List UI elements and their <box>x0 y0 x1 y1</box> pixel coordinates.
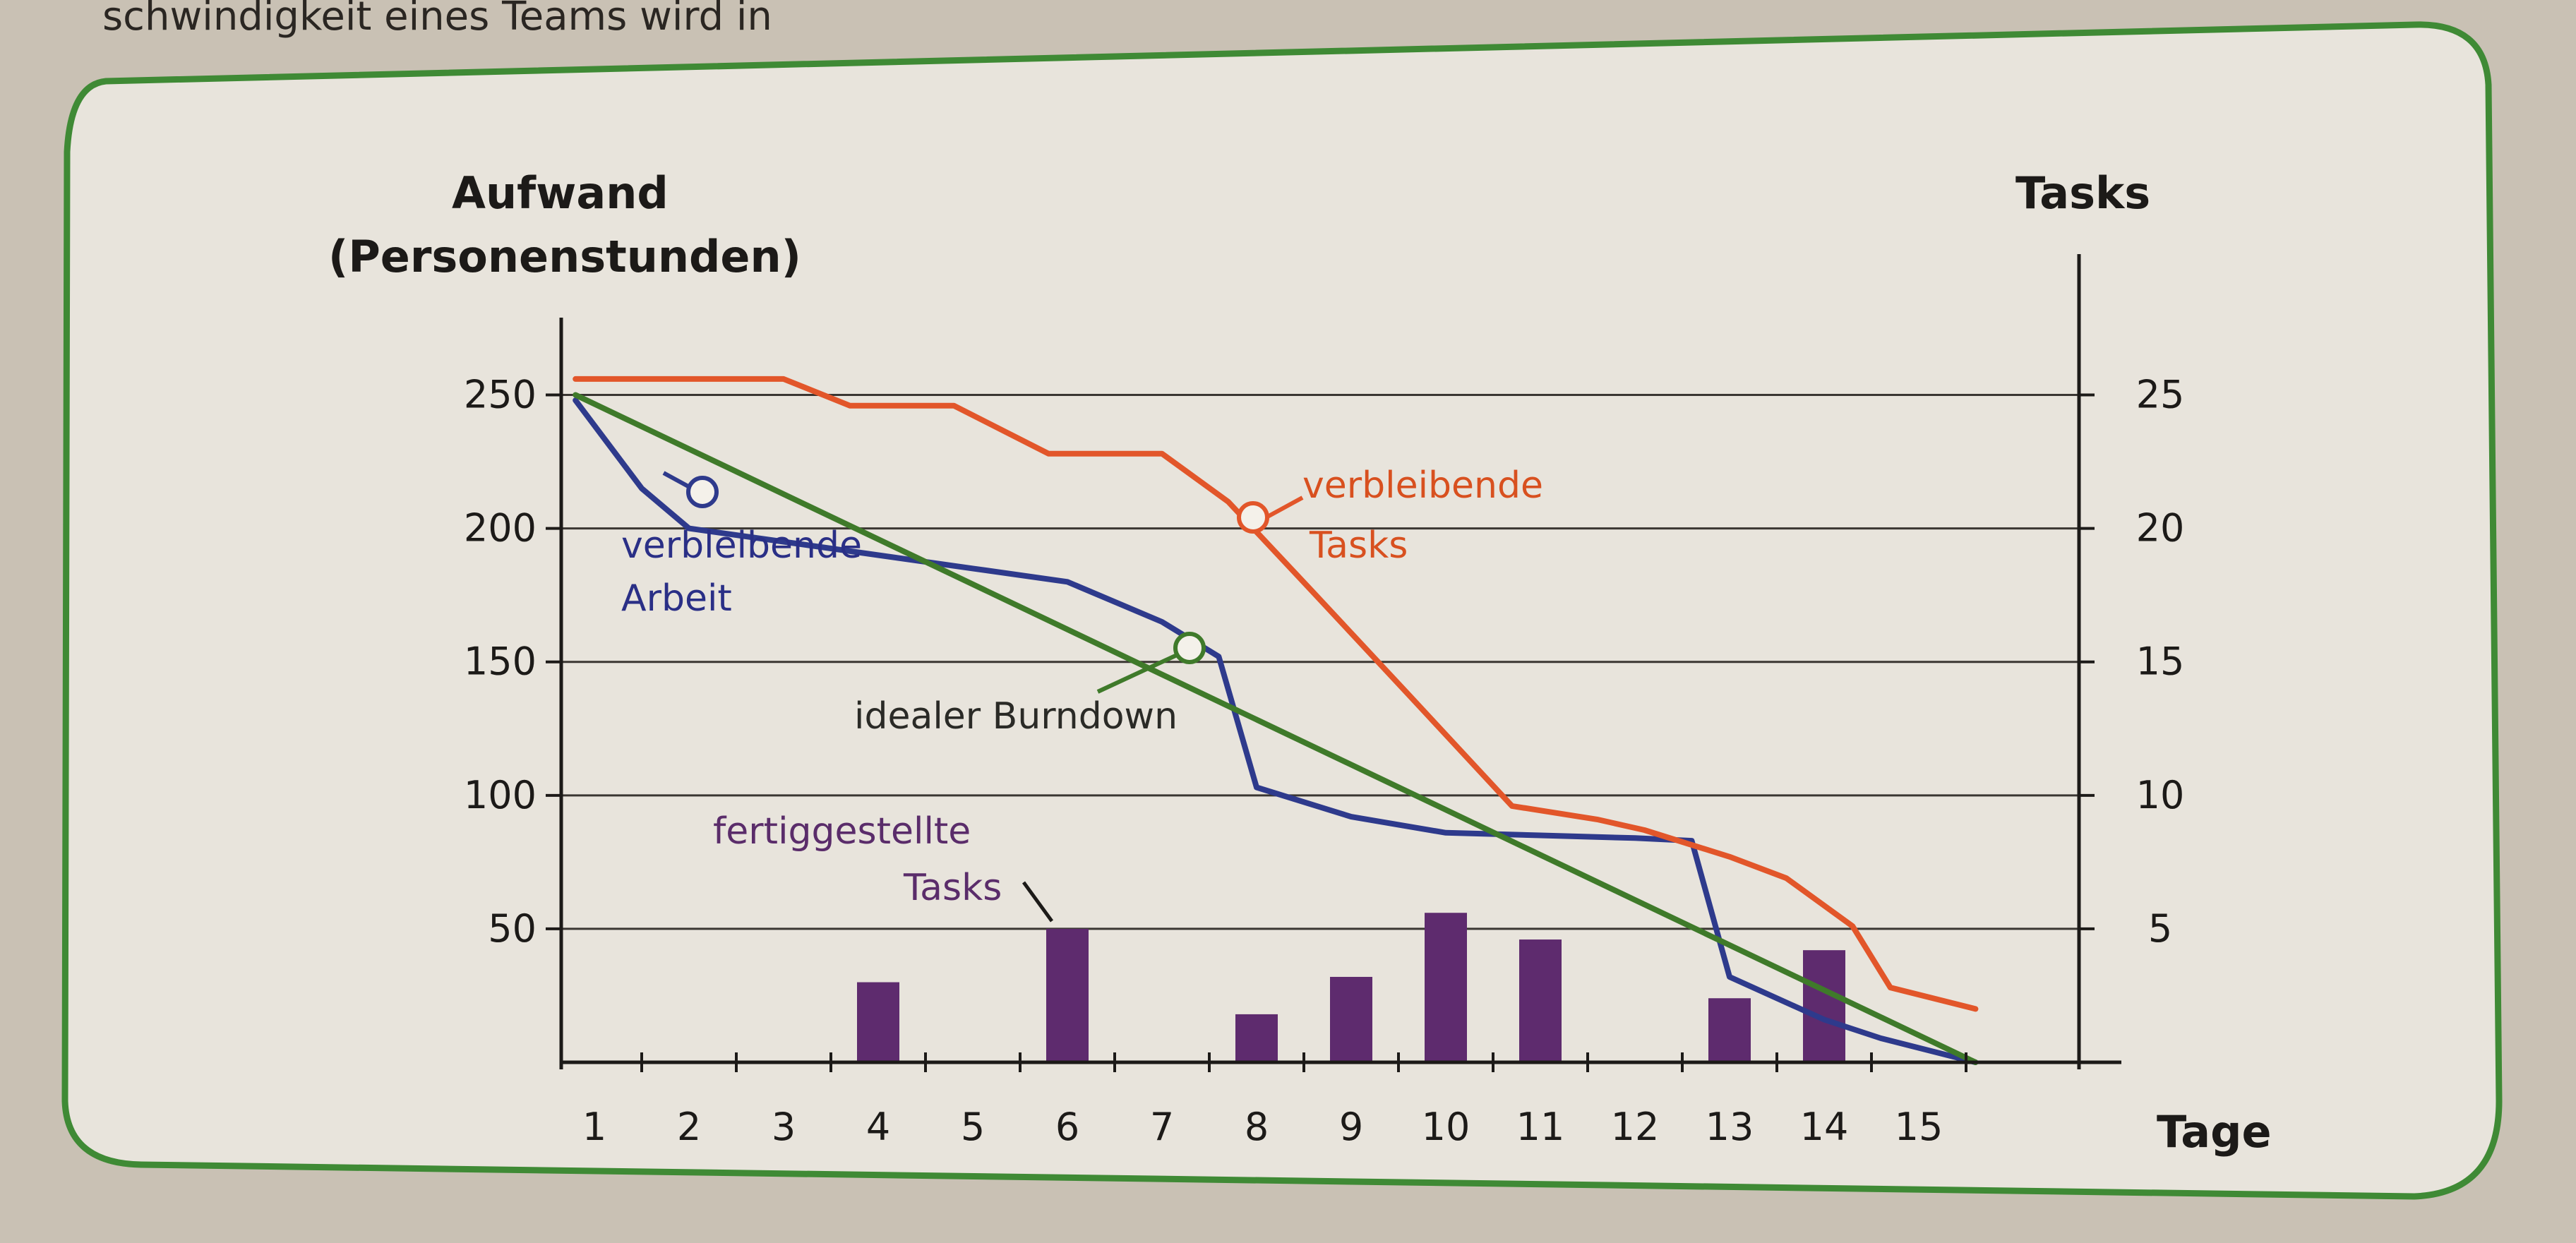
x-tick-label-1: 1 <box>582 1105 606 1149</box>
bars-label-leader <box>1022 881 1054 923</box>
y-left-tick-label-150: 150 <box>464 639 537 684</box>
tasks-label-leader <box>1262 496 1304 521</box>
x-tick-label-13: 13 <box>1706 1105 1754 1149</box>
bar-day-8 <box>1235 1014 1278 1062</box>
series-line-verbleibende-tasks <box>573 376 1979 1012</box>
ideal-label-marker <box>1173 632 1206 664</box>
x-tick-label-8: 8 <box>1245 1105 1269 1149</box>
y-left-label-line2: (Personenstunden) <box>328 231 801 282</box>
bars-layer <box>857 913 1845 1062</box>
x-tick-label-7: 7 <box>1150 1105 1174 1149</box>
bar-day-10 <box>1425 913 1467 1062</box>
annotations: verbleibende Arbeit verbleibende Tasks i… <box>621 464 1543 923</box>
bars-label-line2: Tasks <box>903 867 1002 909</box>
tick-labels: 1 2 3 4 5 6 7 8 9 10 11 12 13 14 152502001501005025201… <box>464 373 2184 1149</box>
series-line-idealer-burndown <box>573 392 1979 1065</box>
y-right-tick-label-10: 10 <box>2136 773 2185 817</box>
x-tick-label-4: 4 <box>866 1105 890 1149</box>
x-tick-label-14: 14 <box>1800 1105 1849 1149</box>
y-right-label: Tasks <box>2015 167 2150 219</box>
y-left-tick-label-100: 100 <box>464 773 537 817</box>
y-left-label-line1: Aufwand <box>452 167 669 219</box>
bar-day-11 <box>1519 939 1562 1062</box>
x-tick-label-3: 3 <box>772 1105 796 1149</box>
grid-lines <box>561 394 2079 930</box>
bar-day-14 <box>1803 950 1845 1062</box>
tasks-label-line2: Tasks <box>1309 524 1408 567</box>
bar-day-9 <box>1330 976 1372 1062</box>
y-left-tick-label-50: 50 <box>488 906 537 951</box>
arbeit-label-line1: verbleibende <box>621 524 862 567</box>
ideal-label-leader <box>1096 649 1187 694</box>
x-tick-label-6: 6 <box>1055 1105 1079 1149</box>
bar-day-13 <box>1708 998 1751 1062</box>
y-left-tick-label-200: 200 <box>464 506 537 551</box>
top-text: schwindigkeit eines Teams wird in <box>102 0 772 40</box>
frame-border <box>61 21 2503 1200</box>
series-line-verbleibende-arbeit <box>573 397 1979 1065</box>
ideal-label: idealer Burndown <box>854 695 1178 738</box>
y-right-tick-label-15: 15 <box>2136 639 2185 684</box>
bar-day-6 <box>1046 928 1089 1062</box>
arbeit-label-marker <box>686 476 719 508</box>
x-tick-label-15: 15 <box>1895 1105 1943 1149</box>
lines-layer <box>573 376 1979 1065</box>
x-tick-label-11: 11 <box>1516 1105 1565 1149</box>
y-right-tick-label-25: 25 <box>2136 373 2185 417</box>
x-tick-label-2: 2 <box>677 1105 701 1149</box>
y-left-tick-label-250: 250 <box>464 373 537 417</box>
arbeit-label-line2: Arbeit <box>621 577 732 620</box>
axes <box>546 254 2121 1072</box>
bar-day-4 <box>857 982 899 1062</box>
y-right-tick-label-5: 5 <box>2148 906 2172 951</box>
x-axis-label: Tage <box>2157 1106 2272 1158</box>
tasks-label-marker <box>1237 501 1269 534</box>
x-tick-label-12: 12 <box>1611 1105 1660 1149</box>
bars-label-line1: fertiggestellte <box>713 810 971 853</box>
tasks-label-line1: verbleibende <box>1302 464 1543 507</box>
y-right-tick-label-20: 20 <box>2136 506 2185 551</box>
x-tick-label-5: 5 <box>961 1105 985 1149</box>
x-tick-label-10: 10 <box>1422 1105 1470 1149</box>
x-tick-label-9: 9 <box>1339 1105 1363 1149</box>
